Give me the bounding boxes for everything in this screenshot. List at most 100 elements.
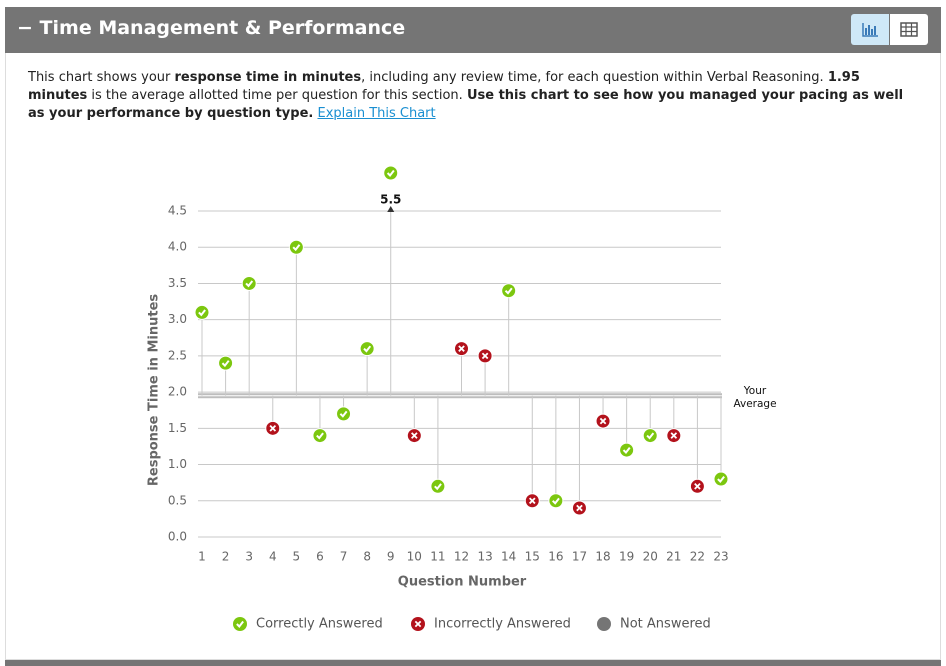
panel-title-row[interactable]: − Time Management & Performance [17,17,405,39]
point [406,428,422,444]
cross-icon [481,352,489,360]
check-icon [245,280,254,288]
cross-icon [694,482,701,490]
y-tick-label: 3.5 [168,276,187,290]
cross-icon [670,432,678,439]
x-tick-label: 9 [387,550,395,564]
y-tick-label: 4.0 [168,240,187,254]
point [194,304,210,320]
check-icon [363,345,372,353]
check-icon [622,446,631,455]
x-tick-label: 22 [690,550,705,564]
point [359,341,375,357]
x-axis-title: Question Number [398,575,527,590]
point [501,283,517,299]
y-tick-label: 4.5 [168,204,187,218]
x-tick-label: 18 [595,550,610,564]
check-icon [434,483,442,491]
desc-text: , including any review time, for each qu… [361,70,828,85]
x-tick-label: 20 [643,550,658,564]
cross-icon [414,620,422,628]
chart-icon [862,23,878,37]
point [619,442,635,458]
point [218,355,234,371]
point [548,493,564,509]
point [265,420,281,436]
cross-icon [269,425,277,432]
y-tick-label: 0.5 [168,493,187,507]
explain-link[interactable]: Explain This Chart [317,106,436,121]
legend-item[interactable]: Not Answered [597,617,711,632]
legend-label: Not Answered [620,617,711,632]
legend-item[interactable]: Incorrectly Answered [411,617,571,632]
cross-icon [528,497,536,505]
point [312,428,328,444]
point [241,275,257,291]
y-tick-label: 3.0 [168,312,187,326]
y-tick-label: 1.0 [168,457,187,471]
x-tick-label: 23 [713,550,728,564]
point [288,239,304,255]
check-icon [386,169,395,177]
legend-item[interactable]: Correctly Answered [233,617,383,632]
table-view-button[interactable] [890,14,928,45]
x-tick-label: 12 [454,550,469,564]
x-tick-label: 5 [293,550,301,564]
point [336,406,352,422]
point [571,500,587,516]
cross-icon [599,417,607,425]
check-icon [292,244,301,252]
x-tick-label: 7 [340,550,348,564]
cross-icon [458,345,465,352]
point [713,471,729,487]
desc-bold: Use this chart to see how you managed yo… [28,88,904,121]
check-icon [717,475,725,483]
y-axis-title: Response Time in Minutes [147,294,162,487]
y-tick-label: 2.5 [168,348,187,362]
x-tick-label: 8 [363,550,371,564]
check-icon [236,620,244,628]
x-tick-label: 17 [572,550,587,564]
collapse-icon[interactable]: − [17,17,40,39]
table-icon [900,22,918,37]
check-icon [316,432,324,440]
description: This chart shows your response time in m… [28,69,918,123]
y-tick-label: 1.5 [168,421,187,435]
cross-icon [576,504,583,512]
x-tick-label: 10 [407,550,422,564]
average-label: Your Average [733,385,777,410]
overflow-value-label: 5.5 [380,193,401,207]
overflow-arrow [387,206,395,212]
check-icon [221,360,230,368]
check-icon [198,309,206,317]
y-tick-label: 2.0 [168,385,187,399]
desc-bold: response time in minutes [174,70,362,85]
check-icon [552,497,560,505]
next-panel-header [5,660,941,666]
y-tick-label: 0.0 [168,530,187,544]
desc-text: This chart shows your [28,70,175,85]
check-icon [504,287,513,295]
x-tick-label: 13 [477,550,492,564]
x-tick-label: 16 [548,550,563,564]
point [642,428,658,444]
cross-icon [411,432,418,439]
x-tick-label: 19 [619,550,634,564]
desc-bold: 1.95 minutes [28,70,860,103]
point [430,478,446,494]
x-tick-label: 3 [245,550,253,564]
x-tick-label: 1 [198,550,206,564]
point [383,165,399,181]
x-tick-label: 15 [525,550,540,564]
x-tick-label: 6 [316,550,324,564]
chart-view-button[interactable] [851,14,889,45]
x-tick-label: 14 [501,550,516,564]
legend-symbol [597,617,611,631]
check-icon [646,432,655,440]
legend-label: Correctly Answered [256,617,383,632]
x-tick-label: 11 [430,550,445,564]
x-tick-label: 4 [269,550,277,564]
point [454,341,469,357]
panel-header: − Time Management & Performance [5,7,941,53]
